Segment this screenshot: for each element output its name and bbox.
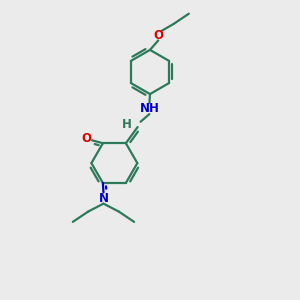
Text: O: O — [153, 29, 163, 42]
Text: H: H — [122, 118, 131, 131]
Text: O: O — [82, 132, 92, 145]
Text: NH: NH — [140, 102, 159, 115]
Text: N: N — [98, 192, 109, 205]
